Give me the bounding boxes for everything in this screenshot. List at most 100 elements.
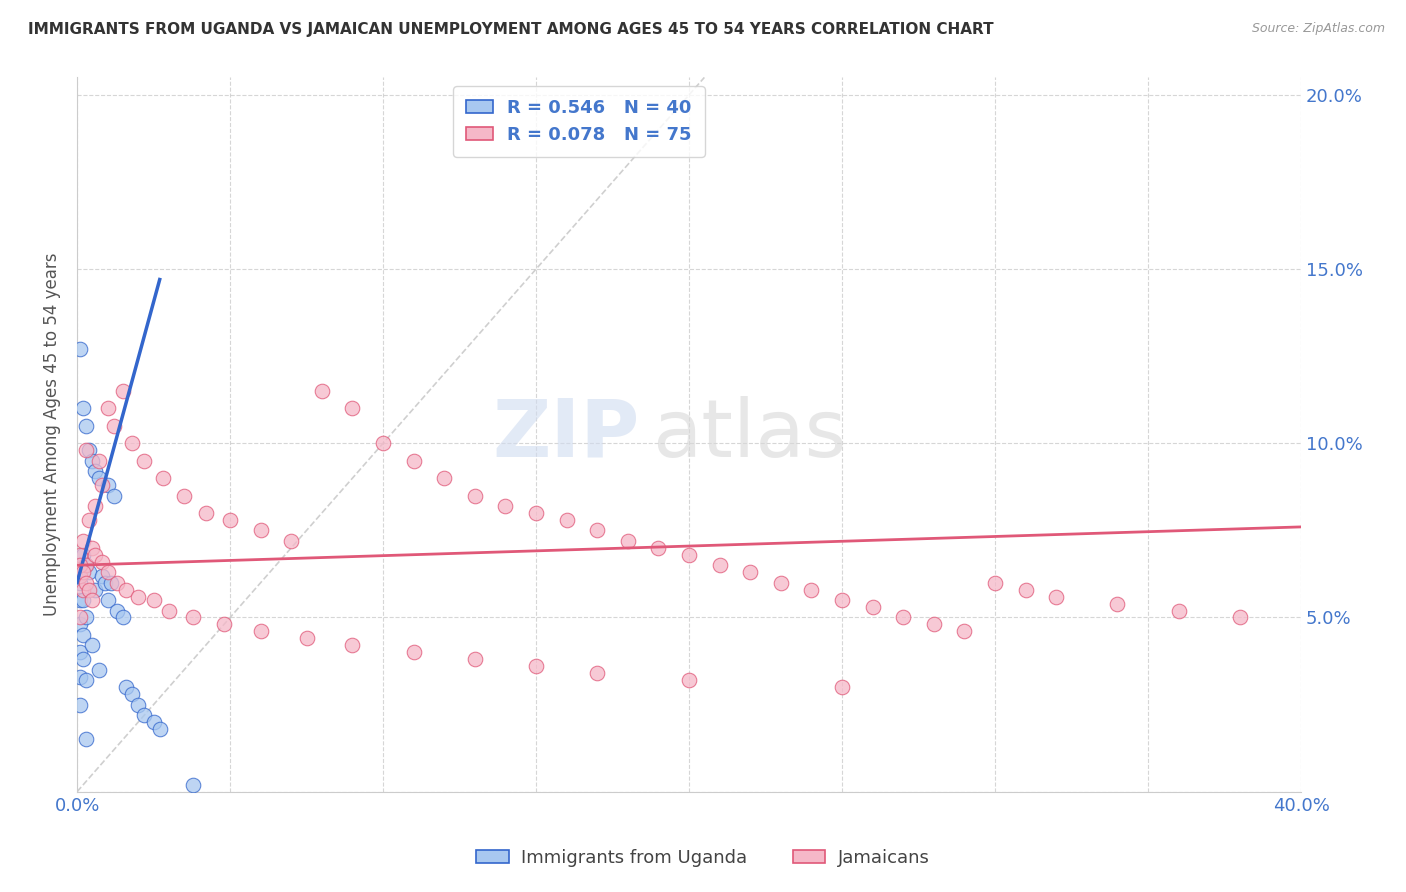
Point xyxy=(87,471,110,485)
Point xyxy=(1045,590,1067,604)
Point xyxy=(75,673,97,688)
Point xyxy=(280,533,302,548)
Point xyxy=(75,610,97,624)
Point xyxy=(984,575,1007,590)
Point xyxy=(69,645,91,659)
Legend: R = 0.546   N = 40, R = 0.078   N = 75: R = 0.546 N = 40, R = 0.078 N = 75 xyxy=(453,87,704,157)
Point xyxy=(69,617,91,632)
Point xyxy=(79,443,101,458)
Point xyxy=(342,639,364,653)
Point xyxy=(617,533,640,548)
Point xyxy=(69,593,91,607)
Point xyxy=(402,453,425,467)
Point xyxy=(75,558,97,573)
Point xyxy=(72,628,94,642)
Point xyxy=(97,478,120,492)
Point xyxy=(142,714,165,729)
Point xyxy=(97,593,120,607)
Point xyxy=(79,565,101,579)
Point xyxy=(75,443,97,458)
Point xyxy=(84,582,107,597)
Point xyxy=(249,524,271,538)
Point xyxy=(82,593,104,607)
Point xyxy=(1167,603,1189,617)
Point xyxy=(105,603,128,617)
Point xyxy=(134,453,156,467)
Y-axis label: Unemployment Among Ages 45 to 54 years: Unemployment Among Ages 45 to 54 years xyxy=(44,252,60,616)
Point xyxy=(69,670,91,684)
Point xyxy=(1229,610,1251,624)
Point xyxy=(127,698,149,712)
Point xyxy=(769,575,792,590)
Point xyxy=(249,624,271,639)
Point xyxy=(75,732,97,747)
Point xyxy=(219,513,242,527)
Point xyxy=(72,401,94,416)
Text: Source: ZipAtlas.com: Source: ZipAtlas.com xyxy=(1251,22,1385,36)
Point xyxy=(212,617,235,632)
Point xyxy=(678,673,700,688)
Point xyxy=(142,593,165,607)
Point xyxy=(69,610,91,624)
Point xyxy=(157,603,180,617)
Point xyxy=(82,639,104,653)
Point xyxy=(464,489,486,503)
Point xyxy=(100,575,122,590)
Point xyxy=(69,548,91,562)
Point xyxy=(72,593,94,607)
Point xyxy=(1014,582,1036,597)
Point xyxy=(586,524,609,538)
Point xyxy=(953,624,976,639)
Point xyxy=(149,722,172,736)
Point xyxy=(709,558,731,573)
Point xyxy=(90,568,112,582)
Point xyxy=(72,533,94,548)
Point xyxy=(800,582,823,597)
Point xyxy=(891,610,914,624)
Point xyxy=(183,610,205,624)
Point xyxy=(69,698,91,712)
Point xyxy=(495,499,517,513)
Point xyxy=(311,384,333,398)
Point xyxy=(586,666,609,681)
Point xyxy=(69,558,91,573)
Point xyxy=(183,778,205,792)
Point xyxy=(97,565,120,579)
Point xyxy=(831,680,853,694)
Point xyxy=(75,558,97,573)
Point xyxy=(831,593,853,607)
Point xyxy=(72,652,94,666)
Point xyxy=(75,575,97,590)
Legend: Immigrants from Uganda, Jamaicans: Immigrants from Uganda, Jamaicans xyxy=(470,842,936,874)
Point xyxy=(295,632,318,646)
Point xyxy=(1107,597,1129,611)
Point xyxy=(75,418,97,433)
Point xyxy=(93,575,115,590)
Text: IMMIGRANTS FROM UGANDA VS JAMAICAN UNEMPLOYMENT AMONG AGES 45 TO 54 YEARS CORREL: IMMIGRANTS FROM UGANDA VS JAMAICAN UNEMP… xyxy=(28,22,994,37)
Point xyxy=(84,464,107,478)
Point xyxy=(79,513,101,527)
Point xyxy=(87,663,110,677)
Point xyxy=(84,548,107,562)
Point xyxy=(524,659,547,673)
Point xyxy=(464,652,486,666)
Point xyxy=(111,610,134,624)
Point xyxy=(69,575,91,590)
Point xyxy=(97,401,120,416)
Point xyxy=(134,708,156,723)
Point xyxy=(152,471,174,485)
Point xyxy=(127,590,149,604)
Point xyxy=(79,582,101,597)
Point xyxy=(555,513,578,527)
Point xyxy=(402,645,425,659)
Point xyxy=(194,506,217,520)
Point xyxy=(82,541,104,555)
Point xyxy=(647,541,669,555)
Point xyxy=(90,478,112,492)
Point xyxy=(82,453,104,467)
Point xyxy=(678,548,700,562)
Point xyxy=(173,489,195,503)
Point xyxy=(72,565,94,579)
Point xyxy=(105,575,128,590)
Point xyxy=(111,384,134,398)
